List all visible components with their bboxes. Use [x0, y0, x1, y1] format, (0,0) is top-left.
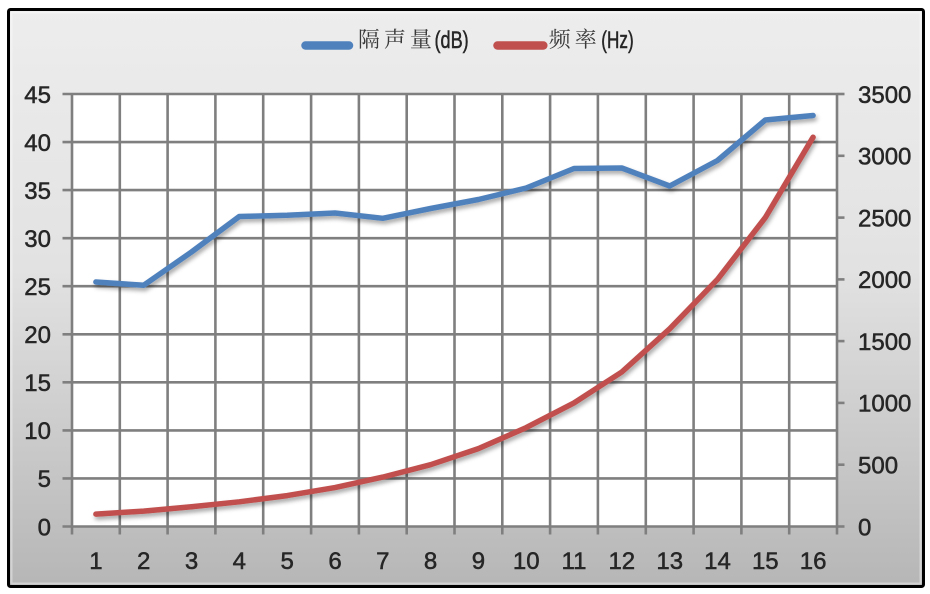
svg-text:4: 4 [233, 548, 246, 575]
svg-text:0: 0 [858, 514, 871, 541]
svg-text:30: 30 [24, 226, 51, 253]
svg-text:12: 12 [608, 548, 635, 575]
svg-text:10: 10 [24, 418, 51, 445]
svg-text:2: 2 [137, 548, 150, 575]
svg-text:7: 7 [376, 548, 389, 575]
svg-text:3: 3 [185, 548, 198, 575]
svg-text:1: 1 [89, 548, 102, 575]
svg-text:14: 14 [704, 548, 731, 575]
svg-text:2500: 2500 [858, 205, 911, 232]
svg-text:500: 500 [858, 453, 898, 480]
svg-text:6: 6 [328, 548, 341, 575]
svg-text:1500: 1500 [858, 329, 911, 356]
svg-text:3500: 3500 [858, 82, 911, 109]
svg-text:40: 40 [24, 130, 51, 157]
svg-text:25: 25 [24, 274, 51, 301]
svg-text:0: 0 [38, 514, 51, 541]
svg-text:10: 10 [513, 548, 540, 575]
svg-text:20: 20 [24, 322, 51, 349]
svg-text:(Hz): (Hz) [601, 27, 633, 54]
svg-text:35: 35 [24, 178, 51, 205]
svg-text:16: 16 [800, 548, 827, 575]
svg-text:(dB): (dB) [435, 27, 469, 54]
svg-text:3000: 3000 [858, 144, 911, 171]
svg-text:8: 8 [424, 548, 437, 575]
svg-text:13: 13 [656, 548, 683, 575]
svg-text:5: 5 [38, 466, 51, 493]
svg-text:45: 45 [24, 82, 51, 109]
svg-text:1000: 1000 [858, 391, 911, 418]
svg-text:15: 15 [24, 370, 51, 397]
svg-text:5: 5 [281, 548, 294, 575]
svg-text:15: 15 [752, 548, 779, 575]
svg-text:9: 9 [472, 548, 485, 575]
svg-text:2000: 2000 [858, 267, 911, 294]
svg-text:11: 11 [562, 548, 587, 575]
